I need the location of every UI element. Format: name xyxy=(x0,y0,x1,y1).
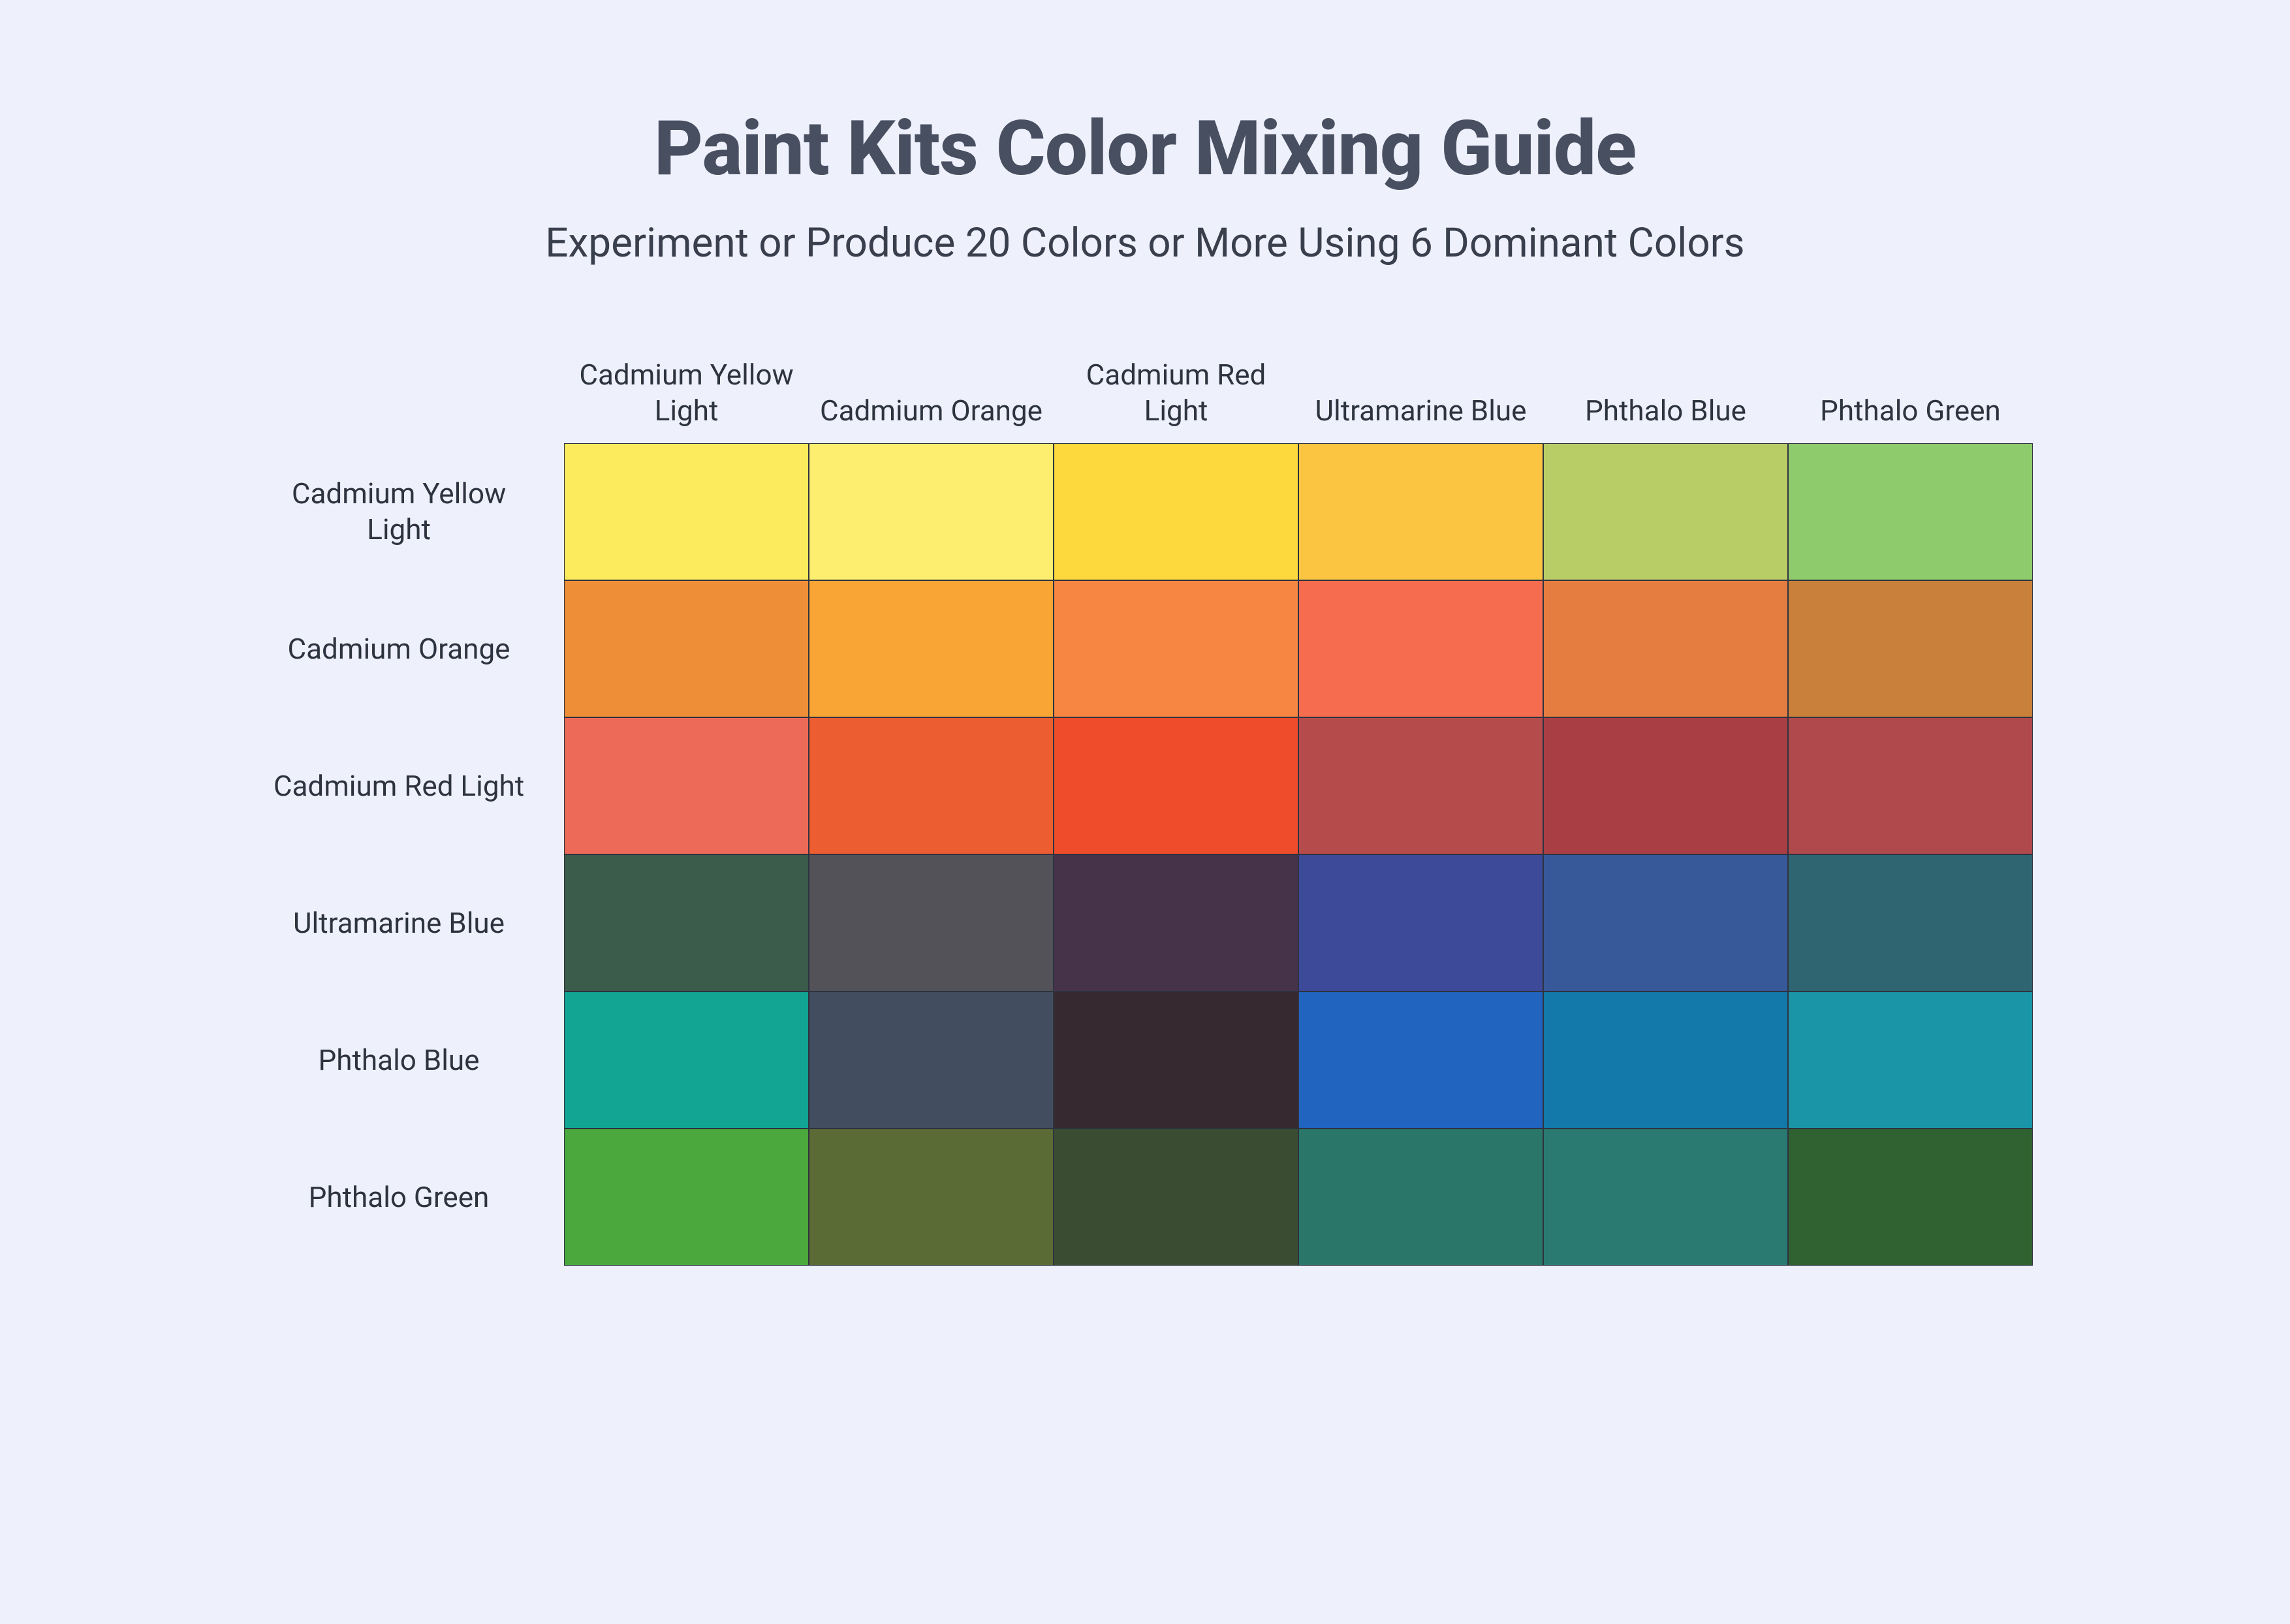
color-cell xyxy=(1543,580,1788,717)
color-mixing-grid: Cadmium Yellow Light Cadmium Orange Cadm… xyxy=(257,352,2033,1266)
color-cell xyxy=(1543,854,1788,992)
color-cell xyxy=(1788,717,2033,854)
color-cell xyxy=(1788,854,2033,992)
chart-subtitle: Experiment or Produce 20 Colors or More … xyxy=(545,219,1744,267)
color-cell xyxy=(1298,580,1543,717)
row-header: Ultramarine Blue xyxy=(257,905,564,941)
color-cell xyxy=(809,854,1054,992)
color-cell xyxy=(1788,992,2033,1129)
col-header: Cadmium Yellow Light xyxy=(564,357,809,443)
color-cell xyxy=(1543,443,1788,580)
color-cell xyxy=(809,1129,1054,1266)
color-cell xyxy=(1054,717,1298,854)
color-cell xyxy=(1788,1129,2033,1266)
col-header: Phthalo Blue xyxy=(1543,393,1788,443)
color-cell xyxy=(809,717,1054,854)
color-cell xyxy=(564,854,809,992)
color-cell xyxy=(1054,854,1298,992)
col-header: Phthalo Green xyxy=(1788,393,2033,443)
color-cell xyxy=(564,717,809,854)
color-cell xyxy=(564,580,809,717)
color-cell xyxy=(1543,717,1788,854)
color-cell xyxy=(1788,443,2033,580)
color-cell xyxy=(1543,992,1788,1129)
color-cell xyxy=(1543,1129,1788,1266)
color-cell xyxy=(1054,1129,1298,1266)
color-cell xyxy=(809,443,1054,580)
color-cell xyxy=(809,580,1054,717)
color-cell xyxy=(1054,580,1298,717)
color-cell xyxy=(1788,580,2033,717)
col-header: Ultramarine Blue xyxy=(1298,393,1543,443)
color-cell xyxy=(809,992,1054,1129)
color-cell xyxy=(1298,443,1543,580)
col-header: Cadmium Orange xyxy=(809,393,1054,443)
color-cell xyxy=(1298,1129,1543,1266)
row-header: Phthalo Blue xyxy=(257,1042,564,1078)
color-cell xyxy=(564,992,809,1129)
color-cell xyxy=(564,443,809,580)
row-header: Cadmium Yellow Light xyxy=(257,476,564,548)
color-cell xyxy=(1298,854,1543,992)
color-cell xyxy=(1054,992,1298,1129)
color-cell xyxy=(1298,992,1543,1129)
color-cell xyxy=(564,1129,809,1266)
color-cell xyxy=(1054,443,1298,580)
color-cell xyxy=(1298,717,1543,854)
chart-title: Paint Kits Color Mixing Guide xyxy=(654,104,1636,193)
row-header: Cadmium Orange xyxy=(257,631,564,667)
row-header: Cadmium Red Light xyxy=(257,768,564,804)
chart-container: Paint Kits Color Mixing Guide Experiment… xyxy=(137,104,2153,1520)
row-header: Phthalo Green xyxy=(257,1179,564,1215)
col-header: Cadmium Red Light xyxy=(1054,357,1298,443)
